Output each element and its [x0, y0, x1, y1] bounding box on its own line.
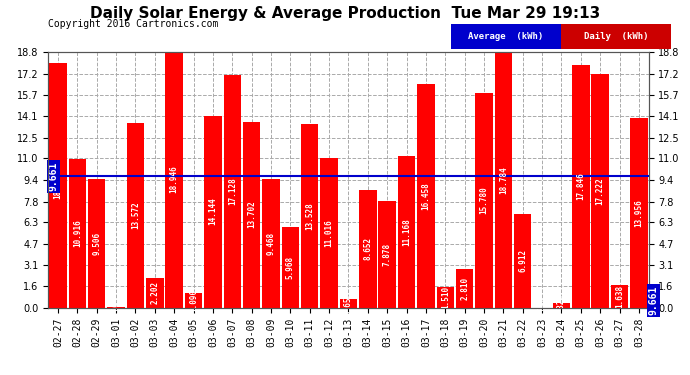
Bar	[282, 226, 299, 308]
Bar	[204, 116, 221, 308]
Text: 5.968: 5.968	[286, 255, 295, 279]
Text: 13.702: 13.702	[247, 201, 256, 228]
Text: 17.222: 17.222	[595, 177, 604, 205]
Text: Daily Solar Energy & Average Production  Tue Mar 29 19:13: Daily Solar Energy & Average Production …	[90, 6, 600, 21]
Bar	[301, 124, 319, 308]
Bar	[398, 156, 415, 308]
Text: Daily  (kWh): Daily (kWh)	[584, 32, 649, 41]
Text: 2.202: 2.202	[150, 281, 159, 304]
Text: 8.652: 8.652	[364, 237, 373, 260]
Text: 0.004: 0.004	[112, 296, 121, 319]
Bar	[553, 303, 570, 307]
Bar	[127, 123, 144, 308]
Bar	[359, 190, 377, 308]
Text: 13.528: 13.528	[305, 202, 314, 229]
Bar	[166, 51, 183, 308]
Text: 16.458: 16.458	[422, 182, 431, 210]
Text: 9.661: 9.661	[48, 162, 58, 191]
Text: 18.016: 18.016	[54, 171, 63, 199]
Bar	[224, 75, 241, 307]
Text: 9.506: 9.506	[92, 231, 101, 255]
Bar	[591, 74, 609, 308]
Text: 7.878: 7.878	[383, 243, 392, 266]
Text: 9.468: 9.468	[266, 232, 275, 255]
Text: 18.946: 18.946	[170, 165, 179, 193]
Text: 0.328: 0.328	[557, 294, 566, 317]
Text: 15.780: 15.780	[480, 187, 489, 214]
Bar	[475, 93, 493, 308]
Text: 13.572: 13.572	[131, 202, 140, 229]
Text: 0.652: 0.652	[344, 291, 353, 315]
Bar	[572, 66, 589, 308]
Text: 1.510: 1.510	[441, 286, 450, 309]
Text: Copyright 2016 Cartronics.com: Copyright 2016 Cartronics.com	[48, 20, 219, 29]
Bar	[262, 179, 279, 308]
Text: 17.846: 17.846	[576, 172, 585, 200]
Text: 10.916: 10.916	[73, 220, 82, 248]
Bar	[379, 201, 396, 308]
Text: 11.016: 11.016	[324, 219, 333, 247]
Bar	[611, 285, 629, 308]
Bar	[243, 122, 260, 308]
Bar	[495, 53, 512, 307]
Text: 14.144: 14.144	[208, 198, 217, 225]
Bar	[437, 287, 454, 308]
Bar	[417, 84, 435, 308]
Text: 18.784: 18.784	[499, 166, 508, 194]
Text: Average  (kWh): Average (kWh)	[468, 32, 543, 41]
Text: 1.638: 1.638	[615, 285, 624, 308]
Bar	[514, 214, 531, 308]
Bar	[320, 158, 338, 308]
Bar	[339, 298, 357, 307]
Bar	[185, 293, 202, 308]
Text: 6.912: 6.912	[518, 249, 527, 272]
Text: 13.956: 13.956	[634, 199, 643, 227]
Text: 0.000: 0.000	[538, 296, 546, 319]
Text: 11.168: 11.168	[402, 218, 411, 246]
Bar	[68, 159, 86, 308]
Bar	[49, 63, 67, 308]
Text: 17.128: 17.128	[228, 177, 237, 205]
Text: 2.810: 2.810	[460, 277, 469, 300]
Text: 9.661: 9.661	[649, 286, 658, 315]
Bar	[146, 278, 164, 308]
Bar	[88, 178, 106, 308]
Bar	[456, 269, 473, 308]
Text: 1.090: 1.090	[189, 288, 198, 312]
Bar	[630, 118, 648, 308]
